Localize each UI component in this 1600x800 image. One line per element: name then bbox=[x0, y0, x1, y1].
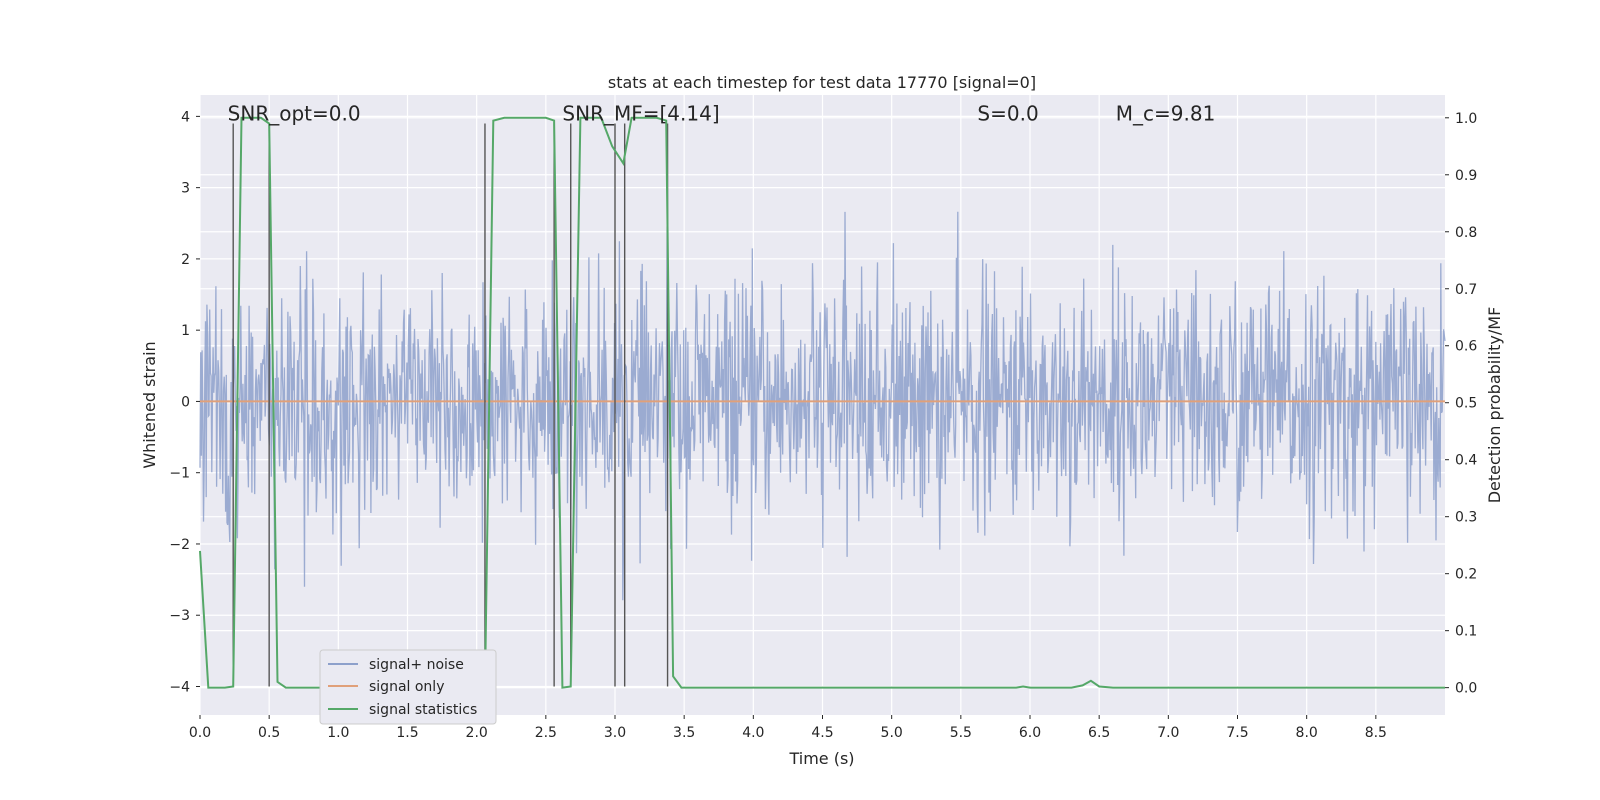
y-axis-label: Whitened strain bbox=[140, 341, 159, 468]
y2-tick-label-5: 0.5 bbox=[1455, 396, 1477, 412]
legend-label-signal-noise: signal+ noise bbox=[369, 657, 464, 673]
y-tick-label-5: −1 bbox=[169, 466, 190, 482]
x-tick-label-12: 6.0 bbox=[1019, 725, 1041, 741]
y-tick-label-6: −2 bbox=[169, 537, 190, 553]
x-tick-label-16: 8.0 bbox=[1296, 725, 1318, 741]
y2-tick-labels: 1.0 0.9 0.8 0.7 0.6 0.5 0.4 0.3 0.2 0.1 0.0 bbox=[1445, 111, 1477, 697]
annotations: SNR_opt=0.0 SNR_MF=[4.14] S=0.0 M_c=9.81 bbox=[228, 101, 1216, 125]
legend-box bbox=[319, 649, 497, 725]
x-axis-label: Time (s) bbox=[788, 749, 854, 768]
y-tick-label-8: −4 bbox=[169, 679, 190, 695]
x-tick-labels: 0.0 0.5 1.0 1.5 2.0 2.5 3.0 3.5 4.0 4.5 5.0 5.5 6.0 6… bbox=[189, 715, 1387, 741]
legend: signal+ noise signal only signal statist… bbox=[319, 649, 497, 725]
x-tick-label-14: 7.0 bbox=[1157, 725, 1179, 741]
noise-line bbox=[199, 211, 1446, 601]
chart-title: stats at each timestep for test data 177… bbox=[608, 73, 1036, 92]
x-tick-label-6: 3.0 bbox=[604, 725, 626, 741]
x-tick-label-10: 5.0 bbox=[881, 725, 903, 741]
legend-label-signal-only: signal only bbox=[369, 679, 444, 695]
x-tick-label-1: 0.5 bbox=[258, 725, 280, 741]
y-tick-label-4: 0 bbox=[181, 394, 190, 410]
annotation-1: SNR_MF=[4.14] bbox=[562, 101, 719, 125]
x-tick-label-8: 4.0 bbox=[742, 725, 764, 741]
y-tick-label-1: 3 bbox=[181, 181, 190, 197]
y2-tick-label-6: 0.4 bbox=[1455, 453, 1477, 469]
x-tick-label-9: 4.5 bbox=[811, 725, 833, 741]
y-tick-label-0: 4 bbox=[181, 109, 190, 125]
signal-statistics-line bbox=[199, 116, 1445, 689]
x-tick-label-2: 1.0 bbox=[327, 725, 349, 741]
legend-label-signal-statistics: signal statistics bbox=[369, 702, 477, 718]
annotation-2: S=0.0 bbox=[977, 101, 1038, 125]
x-tick-label-11: 5.5 bbox=[950, 725, 972, 741]
y-tick-labels: 4 3 2 1 0 −1 −2 −3 −4 bbox=[169, 109, 200, 695]
series-signal-noise bbox=[199, 211, 1446, 601]
x-tick-label-7: 3.5 bbox=[673, 725, 695, 741]
annotation-0: SNR_opt=0.0 bbox=[228, 101, 361, 125]
series-signal-statistics bbox=[199, 116, 1445, 689]
vertical-markers bbox=[232, 123, 669, 687]
x-tick-label-0: 0.0 bbox=[189, 725, 211, 741]
x-tick-label-17: 8.5 bbox=[1365, 725, 1387, 741]
y-tick-label-7: −3 bbox=[169, 608, 190, 624]
y2-tick-label-10: 0.0 bbox=[1455, 681, 1477, 697]
x-tick-label-4: 2.0 bbox=[466, 725, 488, 741]
x-tick-label-3: 1.5 bbox=[396, 725, 418, 741]
y2-tick-label-0: 1.0 bbox=[1455, 111, 1477, 127]
y2-tick-label-3: 0.7 bbox=[1455, 282, 1477, 298]
y2-tick-label-1: 0.9 bbox=[1455, 168, 1477, 184]
y2-axis-label: Detection probability/MF bbox=[1485, 307, 1504, 504]
x-tick-label-15: 7.5 bbox=[1226, 725, 1248, 741]
annotation-3: M_c=9.81 bbox=[1116, 101, 1216, 125]
y2-tick-label-9: 0.1 bbox=[1455, 624, 1477, 640]
x-tick-label-13: 6.5 bbox=[1088, 725, 1110, 741]
x-tick-label-5: 2.5 bbox=[535, 725, 557, 741]
y2-tick-label-8: 0.2 bbox=[1455, 567, 1477, 583]
y2-tick-label-4: 0.6 bbox=[1455, 339, 1477, 355]
y2-tick-label-2: 0.8 bbox=[1455, 225, 1477, 241]
y-tick-label-3: 1 bbox=[181, 323, 190, 339]
y-tick-label-2: 2 bbox=[181, 252, 190, 268]
y2-tick-label-7: 0.3 bbox=[1455, 510, 1477, 526]
